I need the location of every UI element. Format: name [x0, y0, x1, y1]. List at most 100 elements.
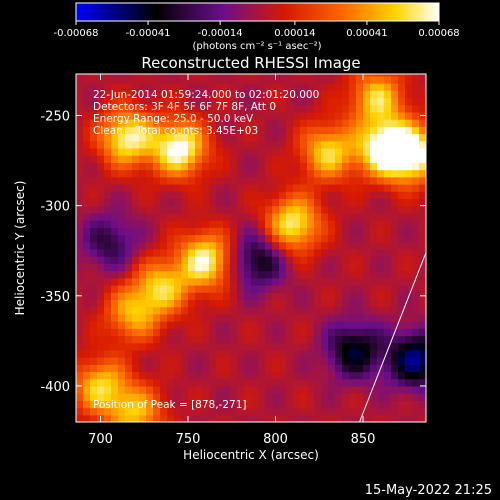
- heatmap-cell: [90, 198, 98, 207]
- heatmap-cell: [412, 205, 420, 214]
- heatmap-cell: [321, 169, 329, 178]
- heatmap-cell: [244, 328, 252, 337]
- heatmap-cell: [139, 335, 147, 344]
- heatmap-cell: [300, 321, 308, 329]
- heatmap-cell: [391, 407, 399, 416]
- heatmap-cell: [307, 248, 315, 257]
- heatmap-cell: [160, 335, 168, 344]
- heatmap-cell: [237, 256, 245, 264]
- heatmap-cell: [153, 227, 161, 236]
- heatmap-cell: [76, 335, 84, 344]
- heatmap-cell: [230, 119, 238, 127]
- heatmap-cell: [321, 140, 329, 149]
- heatmap-cell: [398, 321, 406, 329]
- heatmap-cell: [356, 299, 364, 308]
- heatmap-cell: [244, 83, 252, 91]
- heatmap-cell: [160, 299, 168, 308]
- heatmap-cell: [286, 227, 294, 236]
- heatmap-cell: [83, 198, 91, 207]
- heatmap-cell: [118, 407, 126, 416]
- heatmap-cell: [356, 414, 364, 422]
- heatmap-cell: [335, 400, 343, 409]
- heatmap-cell: [391, 248, 399, 257]
- heatmap-cell: [293, 313, 301, 322]
- heatmap-cell: [328, 342, 336, 351]
- heatmap-cell: [153, 205, 161, 214]
- heatmap-cell: [258, 97, 266, 106]
- heatmap-cell: [307, 328, 315, 337]
- heatmap-cell: [139, 191, 147, 200]
- heatmap-cell: [342, 335, 350, 344]
- heatmap-cell: [272, 349, 280, 358]
- heatmap-cell: [83, 299, 91, 308]
- heatmap-cell: [412, 176, 420, 185]
- heatmap-cell: [181, 241, 189, 250]
- heatmap-cell: [153, 147, 161, 156]
- heatmap-cell: [237, 220, 245, 228]
- heatmap-cell: [265, 393, 273, 401]
- heatmap-cell: [293, 321, 301, 329]
- heatmap-cell: [279, 414, 287, 422]
- colorbar-tick-label: -0.00014: [198, 28, 243, 39]
- heatmap-cell: [237, 75, 245, 84]
- heatmap-cell: [153, 97, 161, 106]
- heatmap-cell: [328, 119, 336, 127]
- heatmap-cell: [118, 321, 126, 329]
- heatmap-cell: [139, 220, 147, 228]
- heatmap-cell: [258, 313, 266, 322]
- heatmap-cell: [167, 263, 175, 272]
- heatmap-cell: [209, 74, 217, 77]
- heatmap-cell: [90, 335, 98, 344]
- heatmap-cell: [97, 83, 105, 91]
- heatmap-cell: [279, 97, 287, 106]
- heatmap-cell: [181, 306, 189, 315]
- heatmap-cell: [384, 198, 392, 207]
- heatmap-cell: [251, 342, 259, 351]
- heatmap-cell: [349, 335, 357, 344]
- heatmap-cell: [139, 97, 147, 106]
- heatmap-cell: [419, 147, 426, 156]
- heatmap-cell: [125, 400, 133, 409]
- heatmap-cell: [363, 292, 371, 300]
- heatmap-cell: [132, 147, 140, 156]
- heatmap-cell: [419, 97, 426, 106]
- heatmap-cell: [384, 321, 392, 329]
- heatmap-cell: [174, 220, 182, 228]
- heatmap-cell: [202, 400, 210, 409]
- heatmap-cell: [160, 241, 168, 250]
- heatmap-cell: [279, 335, 287, 344]
- heatmap-cell: [370, 277, 378, 286]
- heatmap-cell: [188, 227, 196, 236]
- heatmap-cell: [349, 248, 357, 257]
- heatmap-cell: [244, 119, 252, 127]
- heatmap-cell: [251, 364, 259, 373]
- heatmap-cell: [209, 104, 217, 113]
- heatmap-cell: [307, 220, 315, 228]
- heatmap-cell: [118, 97, 126, 106]
- heatmap-cell: [370, 364, 378, 373]
- heatmap-cell: [279, 140, 287, 149]
- heatmap-cell: [167, 313, 175, 322]
- heatmap-cell: [370, 263, 378, 272]
- heatmap-cell: [405, 133, 413, 142]
- heatmap-cell: [412, 277, 420, 286]
- heatmap-cell: [370, 393, 378, 401]
- heatmap-cell: [279, 75, 287, 84]
- heatmap-cell: [146, 83, 154, 91]
- heatmap-cell: [237, 162, 245, 171]
- heatmap-cell: [223, 155, 231, 163]
- heatmap-cell: [139, 263, 147, 272]
- heatmap-cell: [377, 371, 385, 380]
- heatmap-cell: [132, 191, 140, 200]
- heatmap-cell: [405, 342, 413, 351]
- heatmap-cell: [349, 414, 357, 422]
- heatmap-cell: [174, 111, 182, 120]
- heatmap-cell: [132, 393, 140, 401]
- heatmap-cell: [370, 191, 378, 200]
- heatmap-cell: [125, 191, 133, 200]
- heatmap-cell: [419, 248, 426, 257]
- heatmap-cell: [181, 162, 189, 171]
- heatmap-cell: [202, 155, 210, 163]
- heatmap-cell: [90, 364, 98, 373]
- heatmap-cell: [370, 83, 378, 91]
